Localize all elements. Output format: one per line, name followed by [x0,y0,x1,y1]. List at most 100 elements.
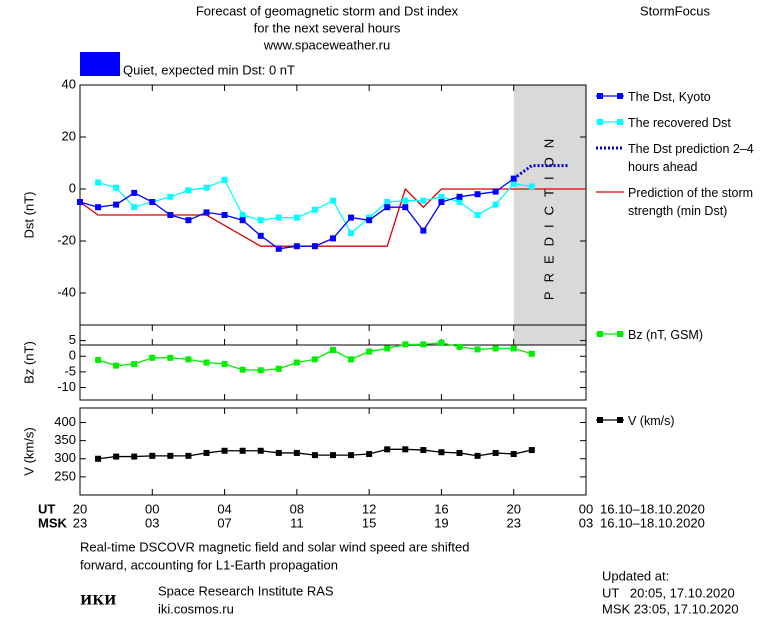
series-marker [131,453,138,460]
series-marker [456,343,463,350]
series-marker [257,447,264,454]
legend-marker [617,417,623,423]
status-text: Quiet, expected min Dst: 0 nT [123,62,295,77]
series-marker [293,243,300,250]
x-tick-label-msk: 23 [73,515,87,530]
series-marker [203,209,210,216]
series-marker [438,339,445,346]
x-tick-label: 20 [73,501,87,516]
series-marker [311,356,318,363]
series-marker [438,449,445,456]
series-marker [95,204,102,211]
legend-label: The Dst, Kyoto [628,90,711,104]
x-tick-label: 08 [290,501,304,516]
y-tick-label: 40 [62,76,76,91]
x-tick-label-msk: 19 [434,515,448,530]
prediction-zone [513,85,586,345]
series-marker [438,193,445,200]
y-tick-label: 400 [54,414,76,429]
series-line [512,164,568,180]
series-marker [402,446,409,453]
series-marker [420,197,427,204]
series-marker [113,362,120,369]
legend-label: Bz (nT, GSM) [628,328,704,342]
brand: StormFocus [640,3,711,18]
series-marker [420,341,427,348]
footer-note: forward, accounting for L1-Earth propaga… [80,557,338,572]
series-marker [239,217,246,224]
series-marker [275,365,282,372]
date-range: 16.10–18.10.2020 [600,515,705,530]
panel-frame [79,324,587,401]
x-tick-label-msk: 07 [217,515,231,530]
series-marker [474,346,481,353]
series-marker [456,193,463,200]
x-tick-label-msk: 03 [579,515,593,530]
series-marker [293,359,300,366]
series-marker [510,451,517,458]
series-marker [420,447,427,454]
series-marker [311,206,318,213]
series-marker [113,201,120,208]
series-marker [113,184,120,191]
series-marker [257,367,264,374]
series-marker [131,361,138,368]
series-marker [257,232,264,239]
series-marker [384,199,391,205]
date-range: 16.10–18.10.2020 [600,501,705,516]
y-tick-label: 0 [69,180,76,195]
y-tick-label: 300 [54,450,76,465]
series-marker [131,204,138,211]
series-marker [293,449,300,456]
series-marker [221,212,228,218]
prediction-label: PREDICTION [541,130,556,300]
legend-marker [617,119,623,125]
series-marker [456,199,463,205]
y-axis-label: Bz (nT) [21,341,36,384]
series-marker [149,354,156,361]
series-marker [510,175,517,182]
series-marker [366,451,373,458]
legend-marker [617,93,623,99]
series-marker [293,214,300,221]
institute-site: iki.cosmos.ru [158,601,234,616]
series-marker [510,180,517,187]
y-tick-label: 350 [54,432,76,447]
row-label: MSK [38,515,68,530]
x-tick-label: 00 [145,501,159,516]
series-marker [185,217,192,224]
updated-ut: UT 20:05, 17.10.2020 [602,585,735,600]
row-label: UT [38,501,55,516]
y-tick-label: 0 [69,348,76,363]
legend-label: Prediction of the storm strength (min Ds… [628,186,754,218]
y-tick-label: 20 [62,128,76,143]
series-marker [492,449,499,456]
series-marker [384,204,391,211]
series-marker [330,197,336,204]
series-marker [366,348,373,355]
series-marker [275,245,282,252]
x-tick-label-msk: 03 [145,515,159,530]
series-marker [528,183,535,190]
series-marker [149,452,156,459]
series-marker [456,449,463,456]
series-marker [492,188,499,195]
series-marker [275,214,282,221]
series-marker [239,212,246,218]
series-marker [402,341,409,348]
series-marker [95,179,102,186]
updated-label: Updated at: [602,568,669,583]
series-marker [221,176,228,183]
header-title: www.spaceweather.ru [263,37,390,52]
series-marker [474,452,481,459]
series-marker [402,197,409,204]
series-marker [492,201,499,208]
series-marker [348,230,355,237]
x-tick-label: 04 [217,501,231,516]
legend-marker [597,417,603,423]
series-marker [474,191,481,198]
series-marker [330,452,336,459]
series-marker [402,204,409,211]
institute: Space Research Institute RAS [158,583,334,598]
